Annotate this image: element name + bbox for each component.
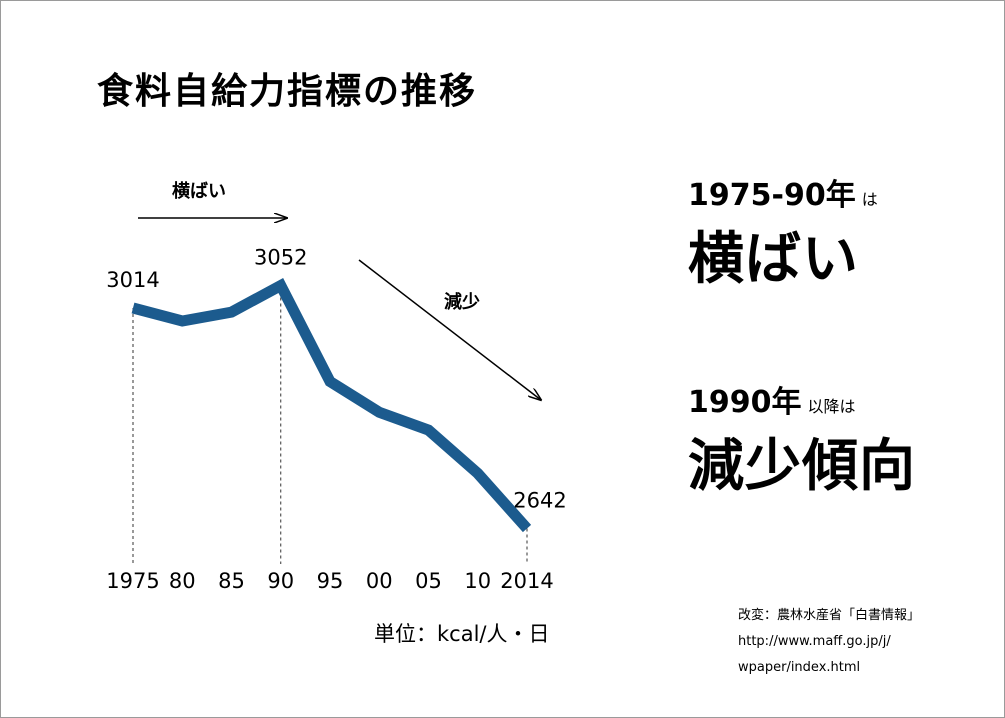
series-line: [131, 277, 532, 533]
x-tick-label: 90: [267, 569, 294, 593]
data-label: 3014: [106, 268, 159, 292]
x-tick-label: 85: [218, 569, 245, 593]
summary-1-phrase: 横ばい: [688, 227, 859, 292]
x-tick-label: 05: [415, 569, 442, 593]
unit-label: 単位：kcal/人・日: [374, 622, 550, 646]
source-line-3: wpaper/index.html: [738, 660, 861, 675]
data-label: 2642: [513, 489, 566, 513]
chart-title: 食料自給力指標の推移: [97, 71, 478, 112]
data-label: 3052: [254, 245, 307, 269]
x-tick-label: 80: [169, 569, 196, 593]
summary-2-phrase: 減少傾向: [688, 434, 916, 499]
x-tick-label: 95: [317, 569, 344, 593]
summary-block-1: 1975-90年は 横ばい: [688, 170, 878, 295]
x-tick-label: 10: [464, 569, 491, 593]
summary-2-year: 1990年: [688, 385, 802, 420]
decline-trend-arrow: [358, 259, 541, 400]
x-tick-label: 1975: [106, 569, 159, 593]
flat-trend-label: 横ばい: [172, 180, 226, 202]
x-tick-label: 2014: [500, 569, 553, 593]
source-line-2: http://www.maff.go.jp/j/: [738, 634, 891, 649]
summary-2-note: 以降は: [807, 397, 856, 416]
source-line-1: 改変：農林水産省「白書情報」: [738, 608, 921, 623]
summary-1-note: は: [861, 190, 878, 209]
summary-block-2: 1990年 以降は 減少傾向: [688, 377, 916, 502]
summary-1-year: 1975-90年: [688, 178, 856, 213]
decline-trend-label: 減少: [444, 291, 480, 313]
x-tick-label: 00: [366, 569, 393, 593]
source-note: 改変：農林水産省「白書情報」 http://www.maff.go.jp/j/ …: [738, 603, 920, 681]
